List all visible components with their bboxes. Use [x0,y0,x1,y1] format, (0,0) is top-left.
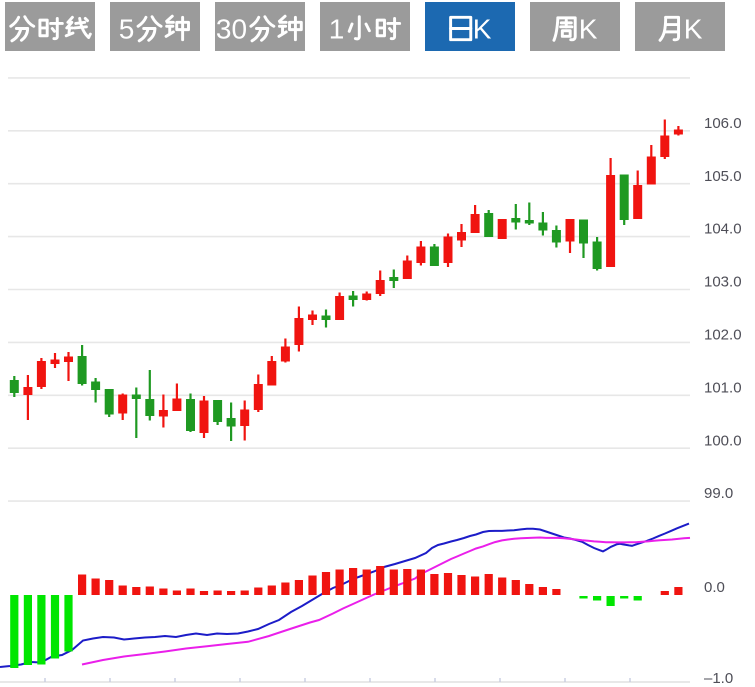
svg-text:30: 30 [216,14,247,45]
svg-text:100.0: 100.0 [704,432,742,449]
svg-text:102.0: 102.0 [704,327,742,344]
svg-text:105.0: 105.0 [704,168,742,185]
svg-text:103.0: 103.0 [704,274,742,291]
svg-text:K: K [684,14,703,45]
svg-text:–1.0: –1.0 [704,670,733,687]
svg-text:101.0: 101.0 [704,379,742,396]
svg-text:106.0: 106.0 [704,115,742,132]
svg-text:0.0: 0.0 [704,579,725,596]
svg-text:99.0: 99.0 [704,485,733,502]
svg-text:K: K [579,14,598,45]
svg-text:K: K [473,14,492,45]
svg-text:104.0: 104.0 [704,221,742,238]
svg-text:1: 1 [329,14,345,45]
svg-text:5: 5 [119,14,135,45]
